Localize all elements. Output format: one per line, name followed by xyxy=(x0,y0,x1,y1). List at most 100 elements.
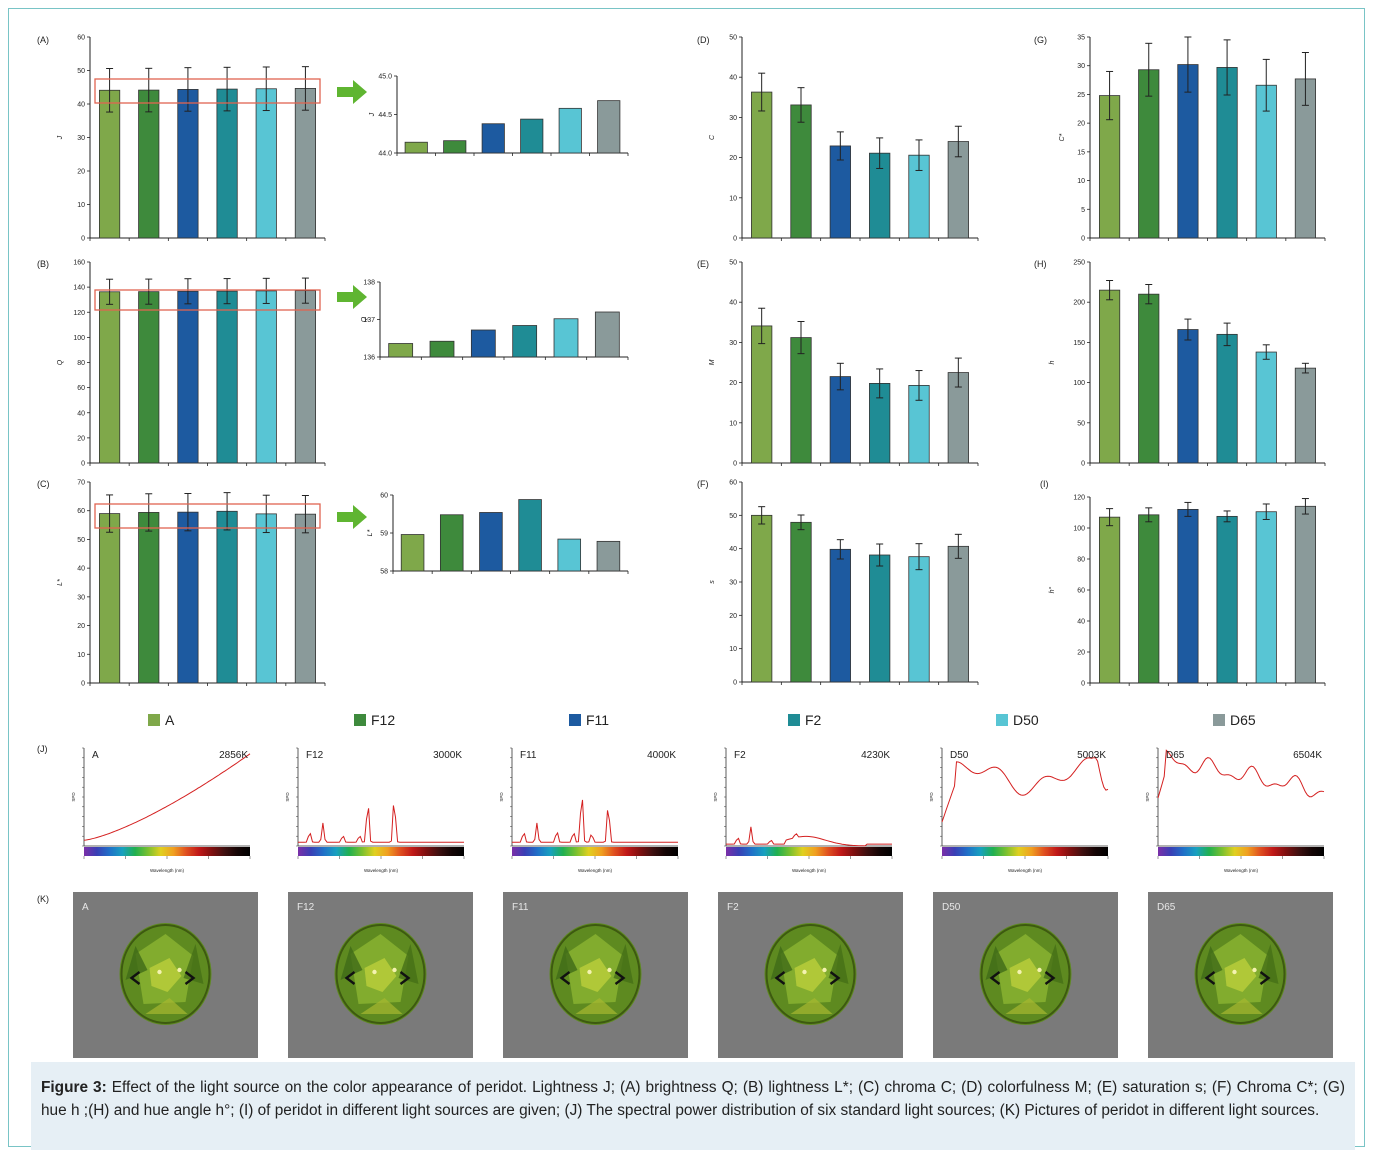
y-tick-label: 20 xyxy=(1077,650,1085,657)
chart-b: 0 20 40 60 80 100 120 140 160 Q (B) xyxy=(37,259,326,468)
bar-f12 xyxy=(1138,293,1160,464)
y-tick-label: 25 xyxy=(1077,92,1085,99)
legend-item-a: A xyxy=(148,712,174,728)
legend-item-d65: D65 xyxy=(1213,712,1256,728)
bar-a xyxy=(400,534,425,572)
y-tick-label: 20 xyxy=(77,623,85,630)
gem-highlight xyxy=(1252,967,1257,973)
spd-curve xyxy=(1157,749,1325,799)
y-tick-label: 10 xyxy=(729,646,737,653)
y-tick-label: 30 xyxy=(729,580,737,587)
gem-table xyxy=(149,958,182,992)
y-tick-label: 0 xyxy=(1081,681,1085,688)
spd-plot-f11: F11 4000K Wavelength (nm) SPD xyxy=(499,747,679,873)
bar-d50 xyxy=(558,107,582,154)
spd-source-name: D65 xyxy=(1166,750,1185,761)
panel-label: (H) xyxy=(1034,259,1047,269)
y-tick-label: 44.5 xyxy=(378,112,392,119)
bar-f11 xyxy=(1177,508,1199,684)
y-axis-label: SPD xyxy=(929,792,934,802)
gem-table xyxy=(794,958,827,992)
y-axis-label: SPD xyxy=(71,792,76,802)
legend-label: D65 xyxy=(1230,712,1256,728)
y-tick-label: 0 xyxy=(733,461,737,468)
gem-table xyxy=(1009,958,1042,992)
gem-shadow xyxy=(1044,971,1056,985)
gem-shadow xyxy=(399,971,411,985)
y-tick-label: 60 xyxy=(77,508,85,515)
photo-title: D50 xyxy=(942,902,961,913)
bar-f12 xyxy=(138,512,160,684)
bar-f11 xyxy=(177,89,199,239)
panel-label: (A) xyxy=(37,35,49,45)
photo-title: F12 xyxy=(297,902,315,913)
y-tick-label: 137 xyxy=(363,317,375,324)
y-tick-label: 10 xyxy=(1077,178,1085,185)
bar-d50 xyxy=(1255,351,1277,464)
bar-f2 xyxy=(1216,333,1238,464)
y-axis-label: Q xyxy=(57,359,64,365)
y-tick-label: 59 xyxy=(380,531,388,538)
y-axis-label: L* xyxy=(367,529,374,536)
bar-a xyxy=(388,343,414,358)
chart-g: 0 5 10 15 20 25 30 35 C* (G) xyxy=(1034,35,1326,243)
legend-item-f2: F2 xyxy=(788,712,821,728)
bar-f12 xyxy=(138,291,160,464)
panel-label: (G) xyxy=(1034,35,1047,45)
y-axis-label: SPD xyxy=(499,792,504,802)
y-tick-label: 40 xyxy=(1077,619,1085,626)
gem-highlight xyxy=(587,969,592,975)
y-axis-label: C xyxy=(709,134,716,140)
bar-f11 xyxy=(177,290,199,464)
chart-h: 0 50 100 150 200 250 h (H) xyxy=(1034,259,1326,468)
y-tick-label: 30 xyxy=(1077,63,1085,70)
gem-highlight xyxy=(607,967,612,973)
bar-f2 xyxy=(518,499,542,572)
y-tick-label: 100 xyxy=(73,335,85,342)
gem-highlight xyxy=(157,969,162,975)
gem-shadow xyxy=(774,971,786,985)
gem-highlight xyxy=(177,967,182,973)
legend-swatch xyxy=(996,714,1008,726)
chart-a-inset: 44.0 44.5 45.0 J xyxy=(369,74,629,158)
bar-d50 xyxy=(557,538,582,572)
y-tick-label: 0 xyxy=(81,461,85,468)
figure-canvas: 0102030405060J(A)020406080100120140160Q(… xyxy=(37,35,1333,1058)
panel-label: (C) xyxy=(37,479,50,489)
gem-facet xyxy=(1220,998,1263,1014)
bar-a xyxy=(1099,516,1121,684)
y-tick-label: 30 xyxy=(77,594,85,601)
legend-item-f12: F12 xyxy=(354,712,395,728)
photo-title: F2 xyxy=(727,902,739,913)
gem-rim xyxy=(550,924,641,1024)
bar-d65 xyxy=(1294,505,1316,684)
panel-label: (E) xyxy=(697,259,709,269)
y-tick-label: 35 xyxy=(1077,35,1085,42)
arrow-icon xyxy=(337,285,367,309)
gem-rim xyxy=(120,924,211,1024)
bar-f2 xyxy=(216,88,238,239)
gem-facet xyxy=(555,946,578,980)
legend-label: F2 xyxy=(805,712,822,728)
x-axis-label: Wavelength (nm) xyxy=(1224,868,1259,873)
panel-label: (D) xyxy=(697,35,710,45)
gem-rim xyxy=(1195,924,1286,1024)
gem-shadow xyxy=(989,971,1001,985)
y-tick-label: 250 xyxy=(1073,260,1085,267)
peridot-photo-d65: D65 xyxy=(1148,892,1333,1058)
gem-facet xyxy=(790,998,833,1014)
spectrum-bar xyxy=(512,847,678,856)
y-tick-label: 44.0 xyxy=(378,151,392,158)
chart-c-inset: 58 59 60 L* xyxy=(367,493,629,576)
bar-d65 xyxy=(294,513,317,684)
bar-f12 xyxy=(790,337,812,464)
y-tick-label: 70 xyxy=(77,480,85,487)
bar-f11 xyxy=(1177,329,1199,464)
bar-a xyxy=(1099,289,1121,464)
gem-facet xyxy=(145,998,188,1014)
peridot-photo-f12: F12 xyxy=(288,892,473,1058)
panel-label: (F) xyxy=(697,479,709,489)
y-tick-label: 10 xyxy=(77,202,85,209)
chart-b-inset: 136 137 138 Q xyxy=(361,280,629,362)
y-tick-label: 40 xyxy=(77,566,85,573)
